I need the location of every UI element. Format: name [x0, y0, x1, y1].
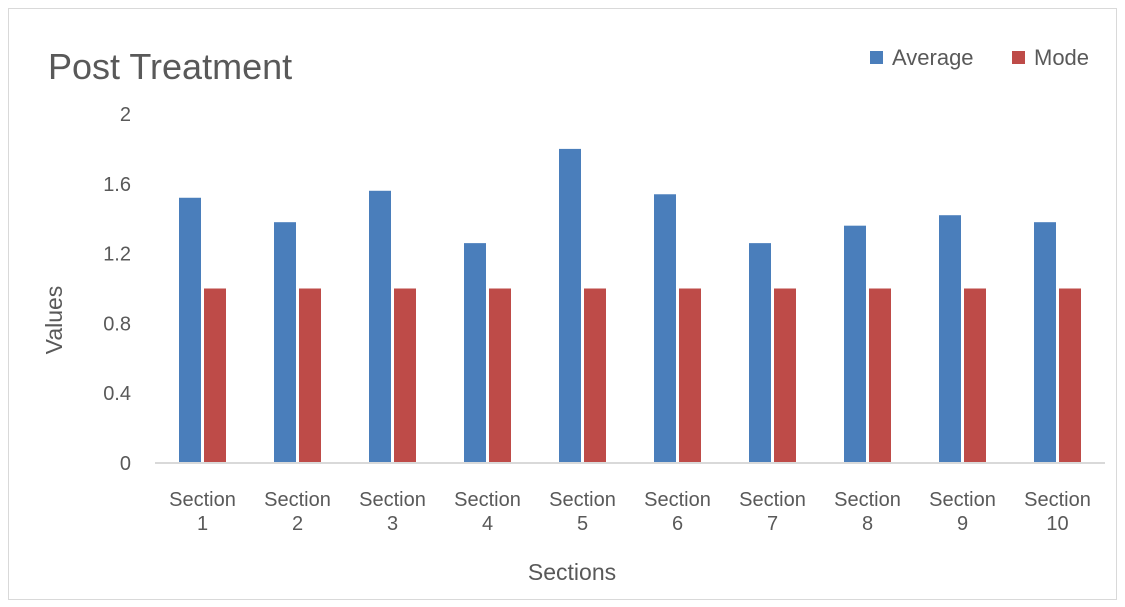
y-tick-label: 1.2 [103, 244, 131, 266]
y-tick-label: 0 [120, 453, 131, 475]
x-axis-ticks: Section 1 Section 2 Section 3 Section 4 Section 5… [169, 489, 1091, 535]
legend-label-mode: Mode [1034, 45, 1089, 70]
x-tick-label: Section 7 [739, 489, 806, 535]
bar-average-8 [844, 225, 866, 463]
bar-mode-1 [204, 288, 226, 463]
bar-average-10 [1034, 222, 1056, 463]
x-tick-label: Section 5 [549, 489, 616, 535]
bar-average-1 [179, 197, 201, 463]
bar-average-3 [369, 190, 391, 463]
bar-average-6 [654, 194, 676, 463]
bar-average-4 [464, 243, 486, 463]
bar-mode-7 [774, 288, 796, 463]
bar-mode-3 [394, 288, 416, 463]
bar-average-7 [749, 243, 771, 463]
bar-average-5 [559, 148, 581, 463]
legend-swatch-mode [1012, 51, 1025, 64]
bar-mode-2 [299, 288, 321, 463]
y-axis-label: Values [41, 286, 67, 355]
x-tick-label: Section 10 [1024, 489, 1091, 535]
legend-swatch-average [870, 51, 883, 64]
y-tick-label: 0.8 [103, 313, 131, 335]
legend: Average Mode [870, 45, 1089, 70]
y-tick-label: 0.4 [103, 383, 131, 405]
bar-mode-5 [584, 288, 606, 463]
bar-mode-10 [1059, 288, 1081, 463]
x-tick-label: Section 2 [264, 489, 331, 535]
bar-average-2 [274, 222, 296, 463]
bar-average-9 [939, 215, 961, 463]
bar-mode-6 [679, 288, 701, 463]
y-tick-label: 2 [120, 104, 131, 126]
x-tick-label: Section 1 [169, 489, 236, 535]
x-tick-label: Section 8 [834, 489, 901, 535]
legend-label-average: Average [892, 45, 974, 70]
bars [179, 148, 1081, 463]
x-tick-label: Section 9 [929, 489, 996, 535]
x-tick-label: Section 4 [454, 489, 521, 535]
bar-mode-9 [964, 288, 986, 463]
x-tick-label: Section 3 [359, 489, 426, 535]
bar-mode-8 [869, 288, 891, 463]
y-tick-label: 1.6 [103, 174, 131, 196]
y-axis-ticks: 0 0.4 0.8 1.2 1.6 2 [103, 104, 131, 475]
x-axis-label: Sections [528, 559, 616, 585]
x-tick-label: Section 6 [644, 489, 711, 535]
chart-title: Post Treatment [48, 46, 292, 87]
bar-mode-4 [489, 288, 511, 463]
